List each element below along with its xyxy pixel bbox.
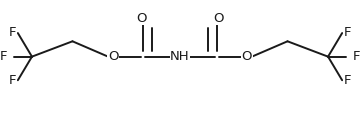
Text: F: F <box>8 74 16 87</box>
Text: O: O <box>242 50 252 63</box>
Text: F: F <box>0 50 8 63</box>
Text: F: F <box>352 50 360 63</box>
Text: O: O <box>213 12 224 25</box>
Text: NH: NH <box>170 50 190 63</box>
Text: O: O <box>136 12 147 25</box>
Text: F: F <box>344 26 352 39</box>
Text: O: O <box>108 50 118 63</box>
Text: F: F <box>344 74 352 87</box>
Text: F: F <box>8 26 16 39</box>
